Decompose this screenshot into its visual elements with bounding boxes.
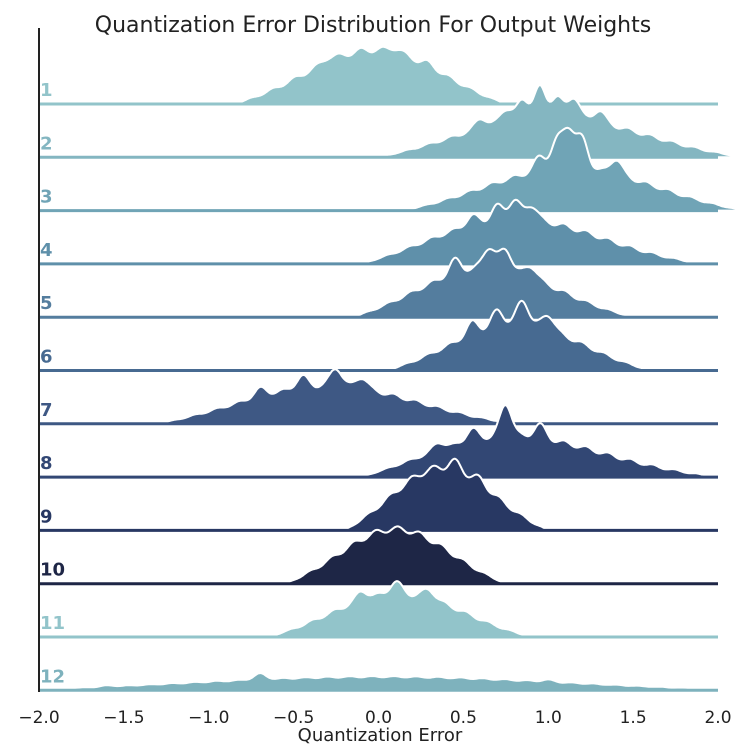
ridge-3: 3 xyxy=(39,126,744,213)
ridge-area-5 xyxy=(352,247,634,319)
x-tick-label: −0.5 xyxy=(273,708,314,728)
ridge-area-7 xyxy=(157,368,515,425)
ridge-area-11 xyxy=(267,580,532,638)
x-axis-ticks: −2.0 −1.5 −1.0 −0.5 0.0 0.5 1.0 1.5 2.0 xyxy=(18,708,731,728)
ridge-label-7: 7 xyxy=(40,400,53,421)
ridge-label-9: 9 xyxy=(40,506,53,527)
ridge-1: 1 xyxy=(39,45,718,106)
x-tick-label: 0.5 xyxy=(450,708,477,728)
x-tick-label: 1.0 xyxy=(535,708,562,728)
ridge-5: 5 xyxy=(39,247,718,319)
ridge-label-1: 1 xyxy=(40,80,53,101)
ridge-label-2: 2 xyxy=(40,133,53,154)
ridge-label-8: 8 xyxy=(40,453,53,474)
ridge-label-12: 12 xyxy=(40,666,65,687)
ridge-2: 2 xyxy=(39,83,744,159)
x-tick-label: 0.0 xyxy=(365,708,392,728)
x-tick-label: 2.0 xyxy=(704,708,731,728)
ridge-label-11: 11 xyxy=(40,613,65,634)
ridge-label-5: 5 xyxy=(40,293,53,314)
ridge-area-2 xyxy=(378,83,744,159)
ridge-10: 10 xyxy=(39,525,718,586)
ridge-4: 4 xyxy=(39,198,718,266)
x-axis-label: Quantization Error xyxy=(298,725,463,746)
x-tick-label: −2.0 xyxy=(18,708,59,728)
ridge-8: 8 xyxy=(39,403,719,479)
ridge-area-9 xyxy=(341,457,552,532)
chart-title: Quantization Error Distribution For Outp… xyxy=(95,13,651,38)
ridge-label-6: 6 xyxy=(40,347,53,368)
x-tick-label: 1.5 xyxy=(620,708,647,728)
ridge-area-10 xyxy=(281,525,510,585)
ridge-label-10: 10 xyxy=(40,560,65,581)
ridge-7: 7 xyxy=(39,368,718,426)
ridge-area-4 xyxy=(361,198,702,265)
ridge-12: 12 xyxy=(4,666,747,692)
ridge-area-1 xyxy=(233,45,507,105)
ridge-11: 11 xyxy=(39,580,718,639)
ridge-area-8 xyxy=(361,403,719,479)
x-tick-label: −1.0 xyxy=(188,708,229,728)
ridge-6: 6 xyxy=(39,299,718,372)
x-tick-label: −1.5 xyxy=(103,708,144,728)
ridge-label-4: 4 xyxy=(40,240,53,261)
ridge-area-3 xyxy=(403,126,744,212)
ridge-label-3: 3 xyxy=(40,187,53,208)
ridge-area-12 xyxy=(4,671,747,692)
ridge-area-6 xyxy=(386,299,651,372)
